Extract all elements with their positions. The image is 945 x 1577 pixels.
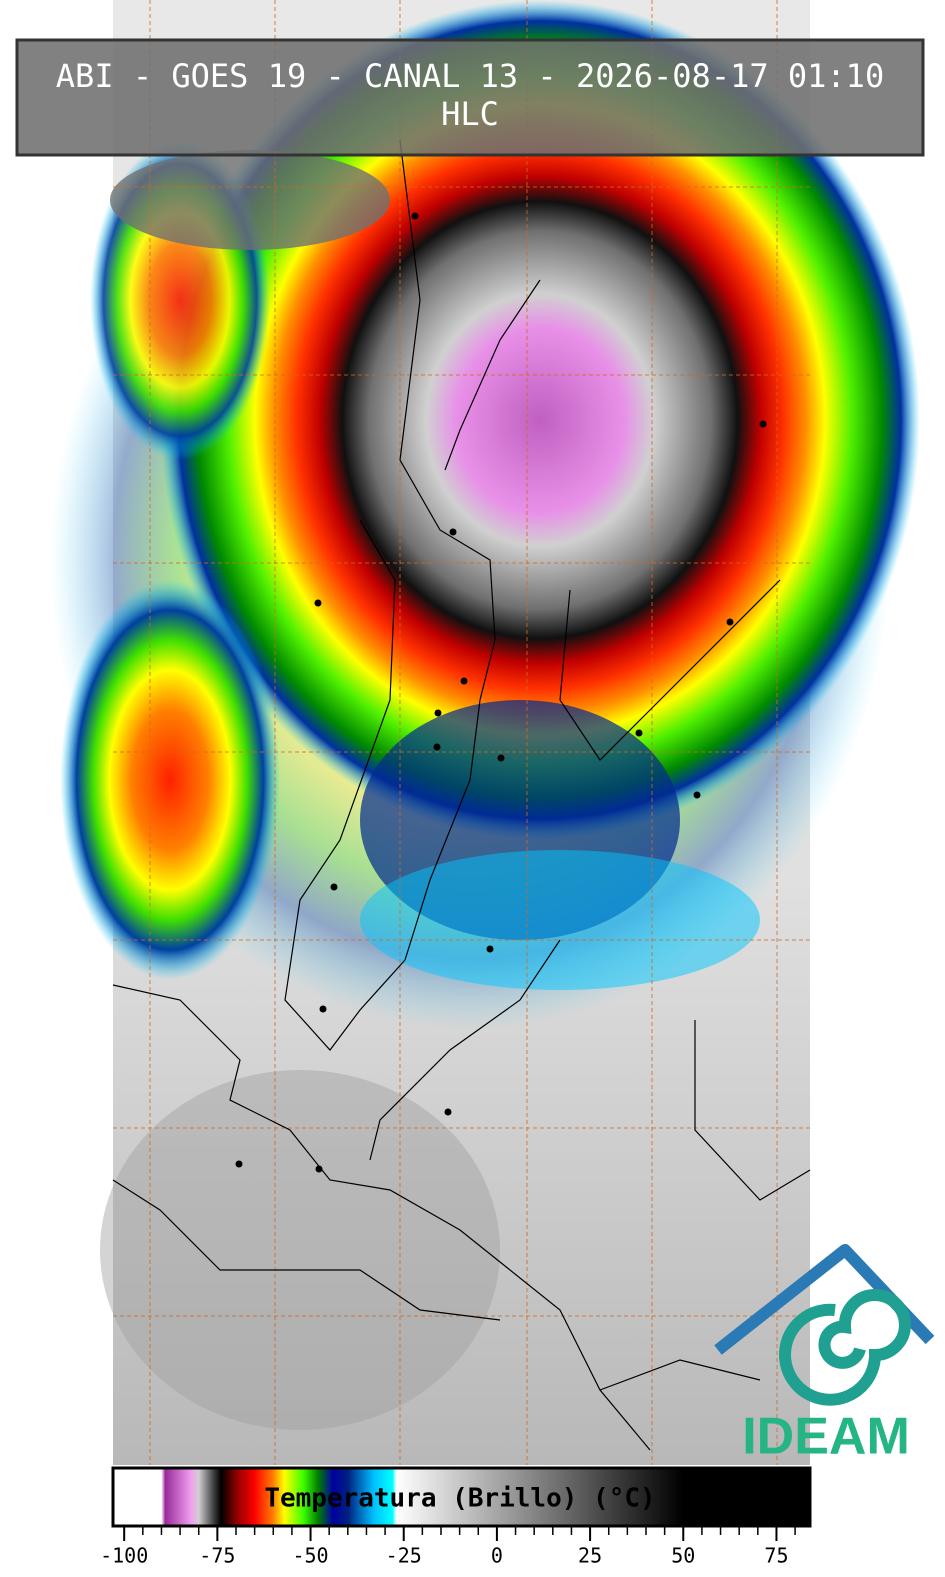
image-title: ABI - GOES 19 - CANAL 13 - 2026-08-17 01… [56, 57, 884, 95]
colorbar-title: Temperatura (Brillo) (°C) [264, 1484, 655, 1514]
colorbar: Temperatura (Brillo) (°C) -100 -75 -50 -25 0… [100, 1466, 812, 1568]
x-tick-label: 50 [671, 1544, 695, 1568]
satellite-image [50, 0, 920, 1465]
image-subtitle: HLC [441, 95, 499, 133]
logo-text: IDEAM [742, 1408, 910, 1466]
x-tick-label: -50 [292, 1544, 328, 1568]
cities [235, 212, 767, 1173]
colorbar-gradient [111, 1466, 812, 1528]
x-tick-label: -25 [386, 1544, 422, 1568]
x-tick-label: -75 [199, 1544, 235, 1568]
x-tick-label: 25 [578, 1544, 602, 1568]
country-borders [112, 139, 811, 1451]
title-box: ABI - GOES 19 - CANAL 13 - 2026-08-17 01… [15, 38, 925, 157]
x-tick-label: 0 [491, 1544, 503, 1568]
x-tick-label: 75 [764, 1544, 788, 1568]
x-tick-label: -100 [100, 1544, 148, 1568]
logo: IDEAM [714, 1244, 935, 1466]
